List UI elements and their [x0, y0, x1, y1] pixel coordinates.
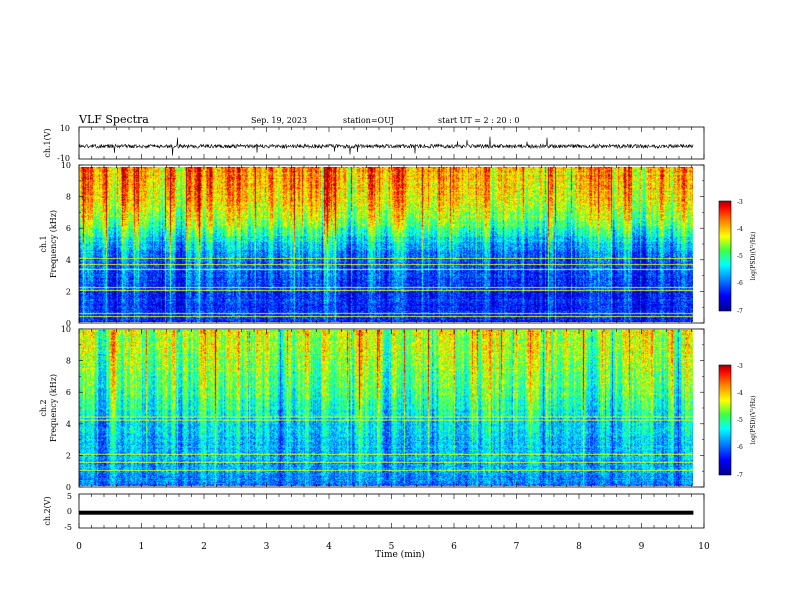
ch2-spectrogram-image [79, 330, 693, 486]
ch2-spectrogram-ylabel: Frequency (kHz) [49, 374, 58, 442]
ch1-colorbar [718, 200, 732, 312]
ch2-spectrogram-ytick-label: 2 [66, 451, 71, 460]
ch1-spectrogram-ytick-label: 0 [66, 319, 71, 328]
ch1-waveform-panel: 10 -10 ch.1(V) [43, 124, 705, 163]
ch2-waveform-panel: 5 0 -5 ch.2(V) [43, 492, 705, 532]
ch2-spectrogram-ytick-label: 4 [66, 420, 71, 429]
time-axis-label: Time (min) [375, 549, 425, 560]
xtick-label-4: 4 [326, 542, 332, 552]
xtick-label-10: 10 [698, 542, 710, 552]
ch1-spectrogram-ytick-label: 6 [66, 224, 71, 233]
figure-title: VLF Spectra [78, 113, 149, 126]
ch2-cbar-tick-7: -7 [737, 472, 743, 479]
ch2-spectrogram-panel: 0 2 4 6 8 10 ch.2 Frequency (kHz) -3 -4 -5 -6… [39, 325, 757, 492]
ch2-ytick-bottom: -5 [64, 523, 72, 532]
time-axis-ticks [78, 127, 705, 528]
ch1-spectrogram-ytick-label: 10 [61, 161, 71, 170]
ch2-ytick-mid: 0 [67, 507, 72, 516]
xtick-label-3: 3 [264, 542, 270, 552]
xtick-label-6: 6 [451, 542, 457, 552]
xtick-label-2: 2 [201, 542, 207, 552]
ch1-cbar-tick-6: -6 [737, 280, 743, 287]
station-label: station=OUJ [343, 116, 394, 125]
ch1-spectrogram-channel-label: ch.1 [39, 235, 48, 252]
ch2-waveform-trace [79, 510, 694, 515]
ch1-cbar-tick-4: -4 [737, 226, 743, 233]
ch2-spectrogram-yticks: 0 2 4 6 8 10 [61, 325, 704, 492]
ch2-cbar-tick-6: -6 [737, 444, 743, 451]
ch1-spectrogram-ylabel: Frequency (kHz) [49, 210, 58, 278]
ch2-spectrogram-ytick-label: 6 [66, 388, 71, 397]
start-time-label: start UT = 2 : 20 : 0 [438, 116, 519, 125]
ch2-cbar-tick-5: -5 [737, 417, 743, 424]
xtick-label-7: 7 [514, 542, 520, 552]
ch1-spectrogram-ytick-label: 8 [66, 193, 71, 202]
ch2-cbar-tick-4: -4 [737, 390, 743, 397]
ch2-cbar-tick-3: -3 [737, 363, 743, 370]
ch2-spectrogram-channel-label: ch.2 [39, 399, 48, 416]
xtick-label-8: 8 [576, 542, 582, 552]
ch1-spectrogram-ytick-label: 2 [66, 287, 71, 296]
date-label: Sep. 19, 2023 [251, 116, 307, 125]
ch1-ytick-top: 10 [60, 124, 70, 133]
ch1-colorbar-label: log(PSD)(V²/Hz) [750, 232, 757, 281]
ch1-spectrogram-yticks: 0 2 4 6 8 10 [61, 161, 704, 328]
xtick-label-5: 5 [389, 542, 395, 552]
ch2-spectrogram-ytick-label: 0 [66, 483, 71, 492]
ch2-waveform-ylabel: ch.2(V) [43, 496, 52, 525]
xtick-label-9: 9 [639, 542, 645, 552]
time-axis-labels: 0 1 2 3 4 5 6 7 8 9 10 Time (min) [76, 542, 710, 560]
ch2-colorbar [718, 364, 732, 476]
ch1-ytick-bottom: -10 [57, 154, 70, 163]
ch1-spectrogram-ytick-label: 4 [66, 256, 71, 265]
ch1-cbar-tick-7: -7 [737, 308, 743, 315]
xtick-label-0: 0 [76, 542, 82, 552]
ch1-waveform-line [78, 136, 694, 156]
ch1-cbar-tick-3: -3 [737, 199, 743, 206]
xtick-label-1: 1 [139, 542, 145, 552]
ch1-waveform-ylabel: ch.1(V) [43, 128, 52, 157]
ch2-spectrogram-ytick-label: 8 [66, 357, 71, 366]
ch1-cbar-tick-5: -5 [737, 253, 743, 260]
ch1-waveform-trace [78, 136, 694, 156]
ch2-spectrogram-ytick-label: 10 [61, 325, 71, 334]
ch1-spectrogram-panel: 0 2 4 6 8 10 ch.1 Frequency (kHz) -3 -4 -5 -6… [39, 161, 757, 328]
ch2-colorbar-label: log(PSD)(V²/Hz) [750, 396, 757, 445]
ch1-spectrogram-image [79, 167, 693, 322]
ch2-ytick-top: 5 [67, 492, 72, 501]
